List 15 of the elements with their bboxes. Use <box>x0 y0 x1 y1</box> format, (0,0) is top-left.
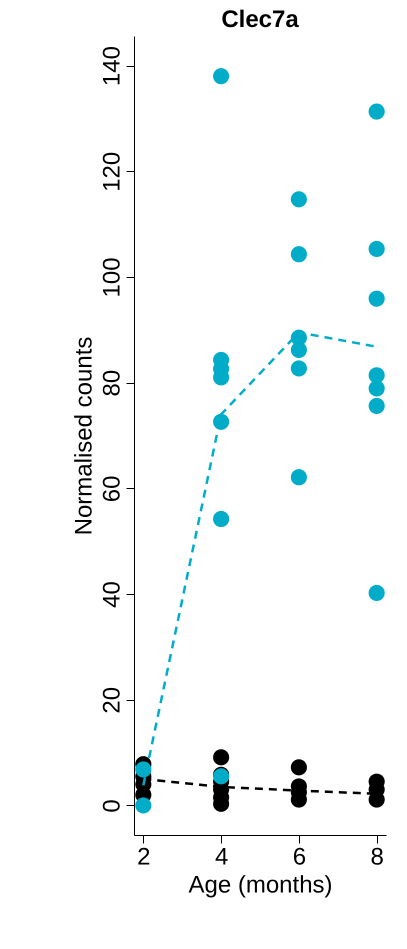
y-tick-label: 120 <box>98 152 126 192</box>
y-axis-title: Normalised counts <box>70 336 98 536</box>
y-tick-label: 0 <box>98 799 126 813</box>
x-axis-title: Age (months) <box>188 872 333 898</box>
y-tick-label: 100 <box>98 257 126 298</box>
x-tick-label: 8 <box>370 844 384 870</box>
y-tick-label: 80 <box>98 370 126 397</box>
y-tick-label: 20 <box>98 686 126 714</box>
x-tick-label: 2 <box>137 844 151 870</box>
y-tick-label: 60 <box>98 475 126 502</box>
y-tick-label: 40 <box>98 581 126 608</box>
y-tick-label: 140 <box>98 46 126 86</box>
chart-title: Clec7a <box>221 6 300 33</box>
x-tick-label: 6 <box>292 844 306 870</box>
x-tick-label: 4 <box>214 844 228 870</box>
